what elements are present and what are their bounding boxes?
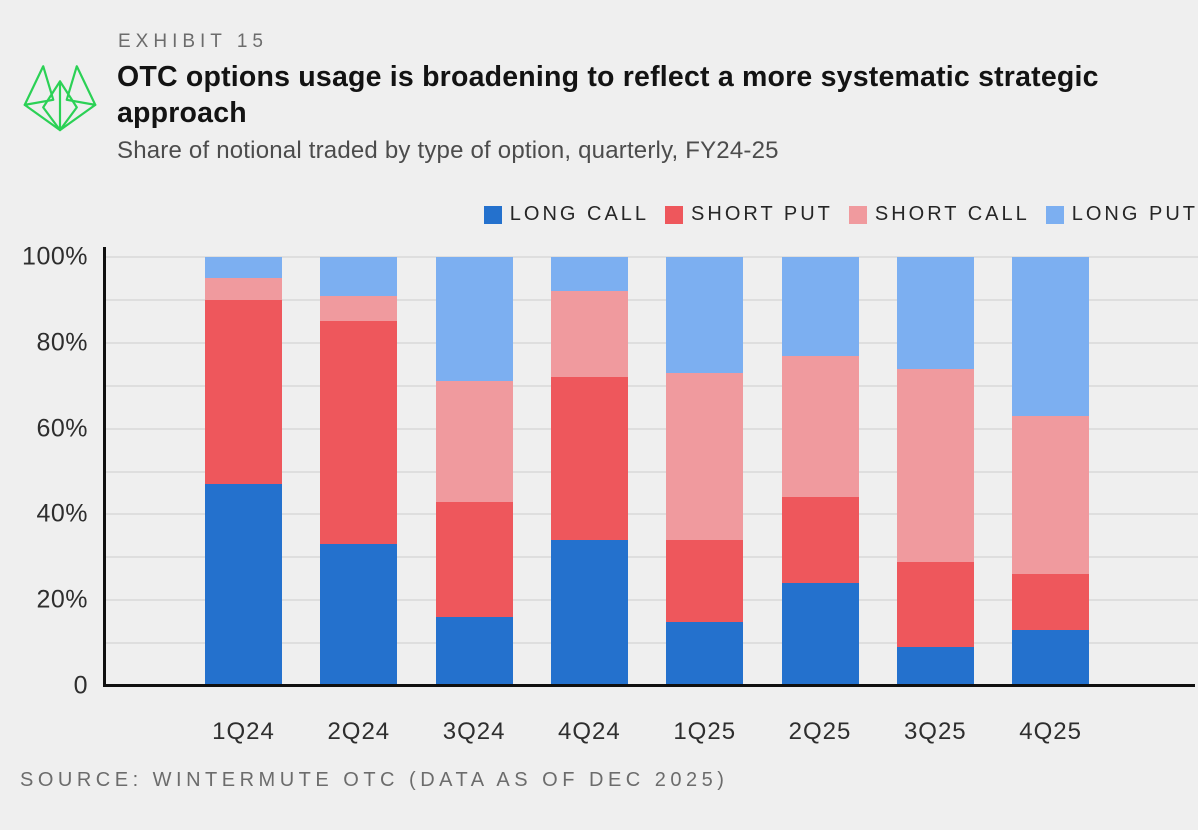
y-axis-line bbox=[103, 247, 106, 686]
legend-item-short-put: SHORT PUT bbox=[665, 203, 833, 226]
y-tick-label: 80% bbox=[36, 328, 88, 357]
bar-segment-short-call bbox=[896, 368, 974, 562]
bar-segment-long-call bbox=[666, 621, 744, 686]
x-tick-label: 2Q24 bbox=[327, 718, 391, 745]
bar-segment-long-call bbox=[896, 647, 974, 686]
legend-label: SHORT CALL bbox=[874, 203, 1030, 225]
bar-segment-long-put bbox=[781, 257, 859, 356]
x-tick-label: 1Q25 bbox=[673, 718, 737, 745]
bar-segment-long-call bbox=[550, 540, 628, 686]
bar-segment-short-put bbox=[550, 377, 628, 541]
bar-segment-short-call bbox=[320, 295, 398, 322]
legend-label: LONG PUT bbox=[1071, 203, 1198, 225]
x-tick-label: 1Q24 bbox=[212, 718, 275, 745]
bar-segment-long-put bbox=[666, 257, 744, 373]
legend-item-long-call: LONG CALL bbox=[483, 203, 650, 226]
y-tick-label: 100% bbox=[22, 242, 88, 271]
bar-segment-long-put bbox=[896, 257, 974, 369]
grid-line bbox=[104, 341, 1198, 344]
bar-segment-long-put bbox=[550, 257, 628, 292]
legend-item-long-put: LONG PUT bbox=[1045, 203, 1198, 226]
grid-line bbox=[104, 384, 1198, 387]
legend-label: SHORT PUT bbox=[691, 203, 833, 225]
y-tick-label: 0 bbox=[73, 671, 88, 700]
x-tick-label: 3Q24 bbox=[442, 718, 506, 745]
y-tick-label: 20% bbox=[36, 585, 88, 614]
x-tick-label: 2Q25 bbox=[788, 718, 852, 745]
bar-segment-short-put bbox=[435, 501, 513, 618]
legend-swatch-icon bbox=[483, 205, 502, 224]
bar-4Q25 bbox=[1012, 257, 1090, 686]
bar-segment-long-call bbox=[320, 544, 398, 686]
legend-item-short-call: SHORT CALL bbox=[848, 203, 1030, 226]
bar-segment-short-call bbox=[435, 381, 513, 502]
x-tick-label: 4Q24 bbox=[558, 718, 621, 745]
bar-segment-long-put bbox=[435, 257, 513, 382]
page-title: OTC options usage is broadening to refle… bbox=[117, 61, 1099, 129]
bar-segment-short-put bbox=[666, 540, 744, 622]
bar-segment-long-call bbox=[1012, 630, 1090, 686]
bar-3Q24 bbox=[435, 257, 513, 686]
chart-legend: LONG CALL SHORT PUT SHORT CALL LONG PUT bbox=[483, 203, 1198, 226]
y-axis-labels: 0 20% 40% 60% 80% 100% bbox=[0, 243, 88, 700]
bar-2Q25 bbox=[781, 257, 859, 686]
grid-line bbox=[104, 556, 1198, 559]
legend-swatch-icon bbox=[665, 205, 684, 224]
grid-line bbox=[104, 642, 1198, 645]
grid-line bbox=[104, 599, 1198, 602]
bar-1Q25 bbox=[666, 257, 744, 686]
bar-segment-long-put bbox=[1012, 257, 1090, 416]
grid-line bbox=[104, 427, 1198, 430]
chart-subtitle: Share of notional traded by type of opti… bbox=[117, 137, 779, 164]
bar-segment-long-put bbox=[205, 257, 282, 279]
source-attribution: SOURCE: WINTERMUTE OTC (DATA AS OF DEC 2… bbox=[20, 769, 729, 791]
bar-segment-short-call bbox=[781, 355, 859, 498]
grid-line bbox=[104, 298, 1198, 301]
bar-segment-short-call bbox=[1012, 415, 1090, 575]
exhibit-label: EXHIBIT 15 bbox=[118, 31, 268, 52]
x-tick-label: 3Q25 bbox=[903, 718, 967, 745]
bar-3Q25 bbox=[896, 257, 974, 686]
grid-line bbox=[104, 256, 1198, 258]
wintermute-logo-icon bbox=[23, 65, 97, 132]
plot-area bbox=[104, 256, 1198, 686]
bar-4Q24 bbox=[550, 257, 628, 686]
bar-2Q24 bbox=[320, 257, 398, 686]
bar-segment-short-put bbox=[205, 299, 282, 485]
legend-label: LONG CALL bbox=[509, 203, 650, 225]
bar-segment-long-call bbox=[435, 617, 513, 686]
bar-segment-short-put bbox=[781, 497, 859, 584]
bar-segment-short-call bbox=[205, 278, 282, 300]
bar-1Q24 bbox=[205, 257, 282, 686]
legend-swatch-icon bbox=[1045, 205, 1064, 224]
bar-segment-short-call bbox=[666, 372, 744, 541]
bar-segment-long-call bbox=[205, 484, 282, 686]
legend-swatch-icon bbox=[848, 205, 867, 224]
bar-segment-short-put bbox=[896, 561, 974, 648]
bar-segment-short-call bbox=[550, 291, 628, 378]
bar-segment-short-put bbox=[1012, 574, 1090, 631]
y-tick-label: 60% bbox=[36, 414, 88, 443]
y-tick-label: 40% bbox=[36, 499, 88, 528]
bar-segment-long-put bbox=[320, 257, 398, 296]
bar-segment-long-call bbox=[781, 583, 859, 686]
bar-segment-short-put bbox=[320, 321, 398, 545]
grid-line bbox=[104, 513, 1198, 516]
x-axis-line bbox=[103, 684, 1195, 687]
x-tick-label: 4Q25 bbox=[1019, 718, 1082, 745]
grid-line bbox=[104, 470, 1198, 473]
